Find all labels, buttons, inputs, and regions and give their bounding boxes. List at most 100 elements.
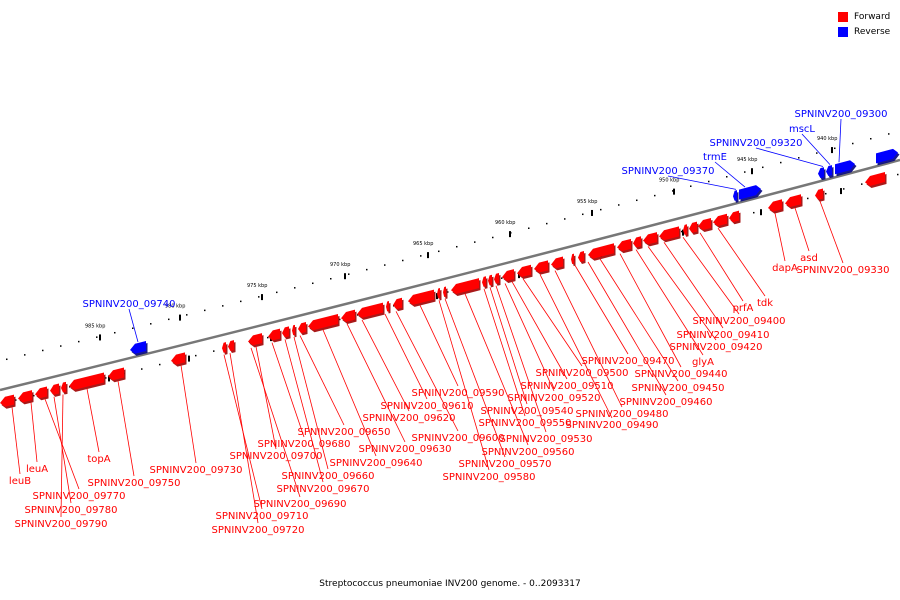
scale-dot: [564, 218, 566, 220]
forward-gene: [248, 333, 262, 346]
forward-gene: [298, 322, 306, 334]
tick-mark: [840, 188, 842, 195]
scale-dot: [96, 336, 98, 338]
scale-dot: [15, 399, 17, 401]
gene-label: SPNINV200_09600: [411, 433, 504, 444]
scale-dot: [501, 277, 503, 279]
legend-forward-label: Forward: [854, 11, 891, 22]
scale-dot: [42, 349, 44, 352]
scale-dot: [654, 194, 656, 197]
tick-label: 975 kbp: [247, 283, 267, 289]
scale-dot: [762, 166, 764, 169]
label-leader: [60, 394, 64, 518]
scale-dot: [492, 236, 494, 239]
gene-label: SPNINV200_09550: [478, 418, 571, 429]
reverse-gene: [733, 190, 737, 201]
label-leader: [299, 335, 345, 426]
reverse-gene: [818, 167, 824, 179]
gene-label: SPNINV200_09720: [211, 525, 304, 536]
forward-gene: [408, 289, 434, 305]
scale-dot: [204, 309, 206, 312]
forward-gene: [689, 221, 697, 233]
gene-label: SPNINV200_09580: [442, 472, 535, 483]
scale-dot: [888, 133, 890, 135]
gene-label: SPNINV200_09570: [458, 459, 551, 470]
scale-dot: [33, 394, 35, 397]
scale-dot: [267, 336, 269, 339]
label-leader: [11, 407, 21, 475]
label-leader: [128, 308, 139, 343]
scale-dot: [276, 291, 278, 294]
tick-label: 945 kbp: [737, 157, 757, 163]
scale-dot: [681, 230, 683, 233]
forward-gene: [108, 367, 124, 381]
forward-gene: [713, 213, 727, 227]
tick-label: 985 kbp: [85, 323, 105, 329]
gene-label: SPNINV200_09650: [297, 427, 390, 438]
gene-label: SPNINV200_09590: [411, 388, 504, 399]
tick-mark: [760, 209, 762, 216]
label-leader: [384, 313, 428, 400]
label-leader: [495, 285, 547, 433]
scale-dot: [6, 358, 8, 361]
label-leader: [619, 253, 682, 368]
gene-label: prfA: [733, 303, 754, 314]
gene-label: SPNINV200_09440: [634, 369, 727, 380]
scale-dot: [843, 188, 845, 190]
scale-dot: [852, 142, 854, 145]
scale-dot: [780, 161, 782, 164]
label-leader: [714, 161, 746, 188]
scale-dot: [708, 180, 710, 183]
genome-caption: Streptococcus pneumoniae INV200 genome. …: [319, 579, 581, 589]
label-leader: [346, 323, 406, 443]
scale-dot: [447, 291, 449, 293]
label-leader: [587, 261, 667, 396]
forward-gene: [588, 243, 614, 259]
forward-gene: [643, 232, 657, 245]
forward-gene: [0, 394, 14, 407]
scale-dot: [186, 314, 188, 316]
forward-gene: [171, 352, 185, 365]
gene-label: SPNINV200_09420: [669, 342, 762, 353]
gene-label: SPNINV200_09610: [380, 401, 473, 412]
label-leader: [361, 319, 410, 412]
label-leader: [229, 353, 259, 524]
scale-dot: [726, 176, 728, 178]
scale-dot: [240, 300, 242, 303]
label-leader: [255, 346, 277, 450]
gene-label: glyA: [692, 357, 714, 368]
label-leader: [554, 270, 623, 408]
gene-label: SPNINV200_09460: [619, 397, 712, 408]
label-leader: [663, 242, 724, 329]
tick-label: 940 kbp: [817, 136, 837, 142]
label-leader: [117, 380, 135, 477]
gene-label: SPNINV200_09620: [362, 413, 455, 424]
tick-mark: [261, 294, 263, 301]
forward-gene: [228, 340, 234, 352]
label-leader: [522, 278, 583, 367]
gene-label: SPNINV200_09630: [358, 444, 451, 455]
scale-dot: [366, 268, 368, 271]
forward-gene: [551, 256, 563, 269]
gene-label: SPNINV200_09770: [32, 491, 125, 502]
label-leader: [574, 265, 629, 355]
label-leader: [635, 249, 704, 356]
forward-gene: [865, 171, 885, 186]
scale-dot: [528, 227, 530, 229]
tick-label: 980 kbp: [165, 304, 185, 310]
tick-mark: [179, 314, 181, 321]
gene-label: leuA: [26, 464, 48, 475]
forward-swatch: [838, 11, 848, 22]
scale-dot: [384, 264, 386, 266]
scale-dot: [78, 340, 80, 343]
scale-dot: [600, 208, 602, 211]
scale-dot: [357, 314, 359, 316]
scale-dot: [474, 241, 476, 243]
tick-label: 960 kbp: [495, 220, 515, 226]
gene-label: SPNINV200_09500: [535, 368, 628, 379]
tick-mark: [831, 147, 833, 154]
gene-label: SPNINV200_09740: [82, 299, 175, 310]
scale-dot: [816, 152, 818, 154]
scale-dot: [438, 250, 440, 253]
scale-dot: [807, 197, 809, 200]
